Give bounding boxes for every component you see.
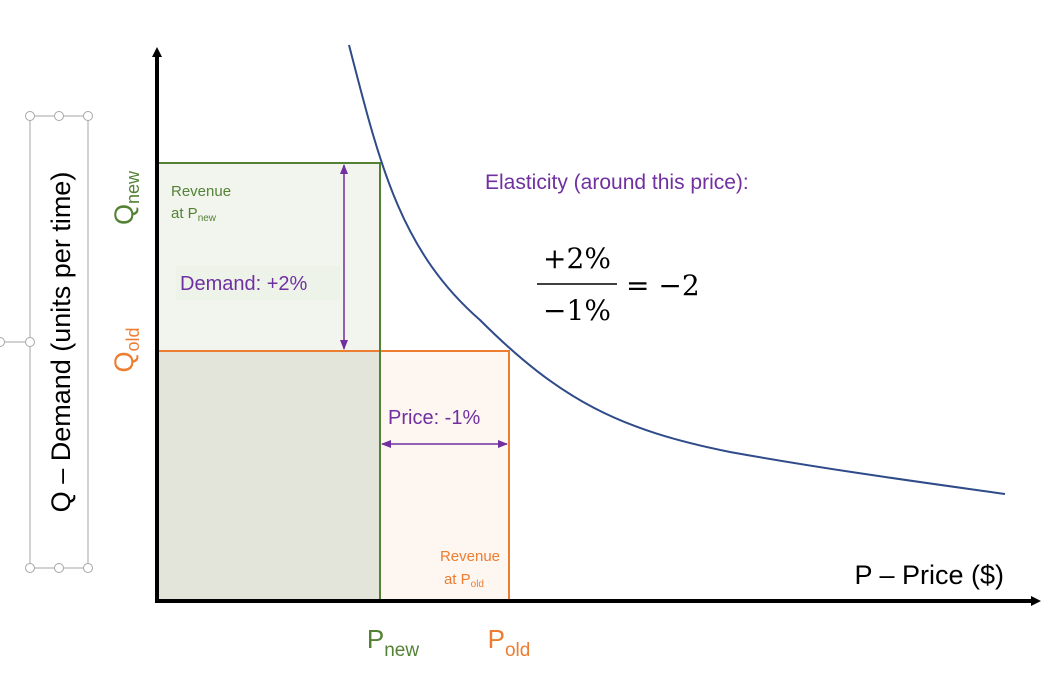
revenue-old-label-line2: at Pold: [444, 571, 484, 590]
revenue-overlap-region: [158, 352, 379, 600]
q-old-sub: old: [123, 327, 143, 351]
p-old-sub: old: [505, 640, 530, 661]
formula-result: = −2: [626, 269, 700, 302]
x-axis-label: P – Price ($): [854, 560, 1004, 590]
revenue-new-at: at P: [171, 205, 198, 222]
price-change-label: Price: -1%: [388, 407, 480, 429]
q-new-tick-label: Qnew: [109, 170, 143, 225]
p-new-sub: new: [384, 640, 419, 661]
revenue-new-sub: new: [198, 213, 217, 224]
formula-numerator: +2%: [543, 242, 611, 275]
p-old-main: P: [488, 624, 505, 654]
y-axis-label-selection[interactable]: [0, 111, 93, 573]
elasticity-title: Elasticity (around this price):: [485, 171, 749, 194]
demand-change-label-bg: [176, 266, 340, 300]
q-new-main: Q: [109, 204, 139, 225]
formula-denominator: −1%: [543, 294, 611, 327]
q-old-main: Q: [109, 352, 139, 373]
revenue-old-sub: old: [471, 579, 484, 590]
p-new-main: P: [367, 624, 384, 654]
demand-curve: [348, 44, 1006, 495]
revenue-old-label-line1: Revenue: [440, 548, 500, 565]
revenue-new-label-line2: at Pnew: [171, 205, 217, 224]
p-old-tick-label: Pold: [488, 624, 531, 661]
y-axis-label: Q – Demand (units per time): [46, 172, 76, 513]
revenue-old-at: at P: [444, 571, 471, 588]
q-new-sub: new: [123, 170, 143, 204]
price-change-label-bg: [384, 400, 504, 434]
revenue-new-label-line1: Revenue: [171, 183, 231, 200]
p-new-tick-label: Pnew: [367, 624, 419, 661]
q-old-tick-label: Qold: [109, 327, 143, 372]
demand-change-label: Demand: +2%: [180, 273, 308, 295]
